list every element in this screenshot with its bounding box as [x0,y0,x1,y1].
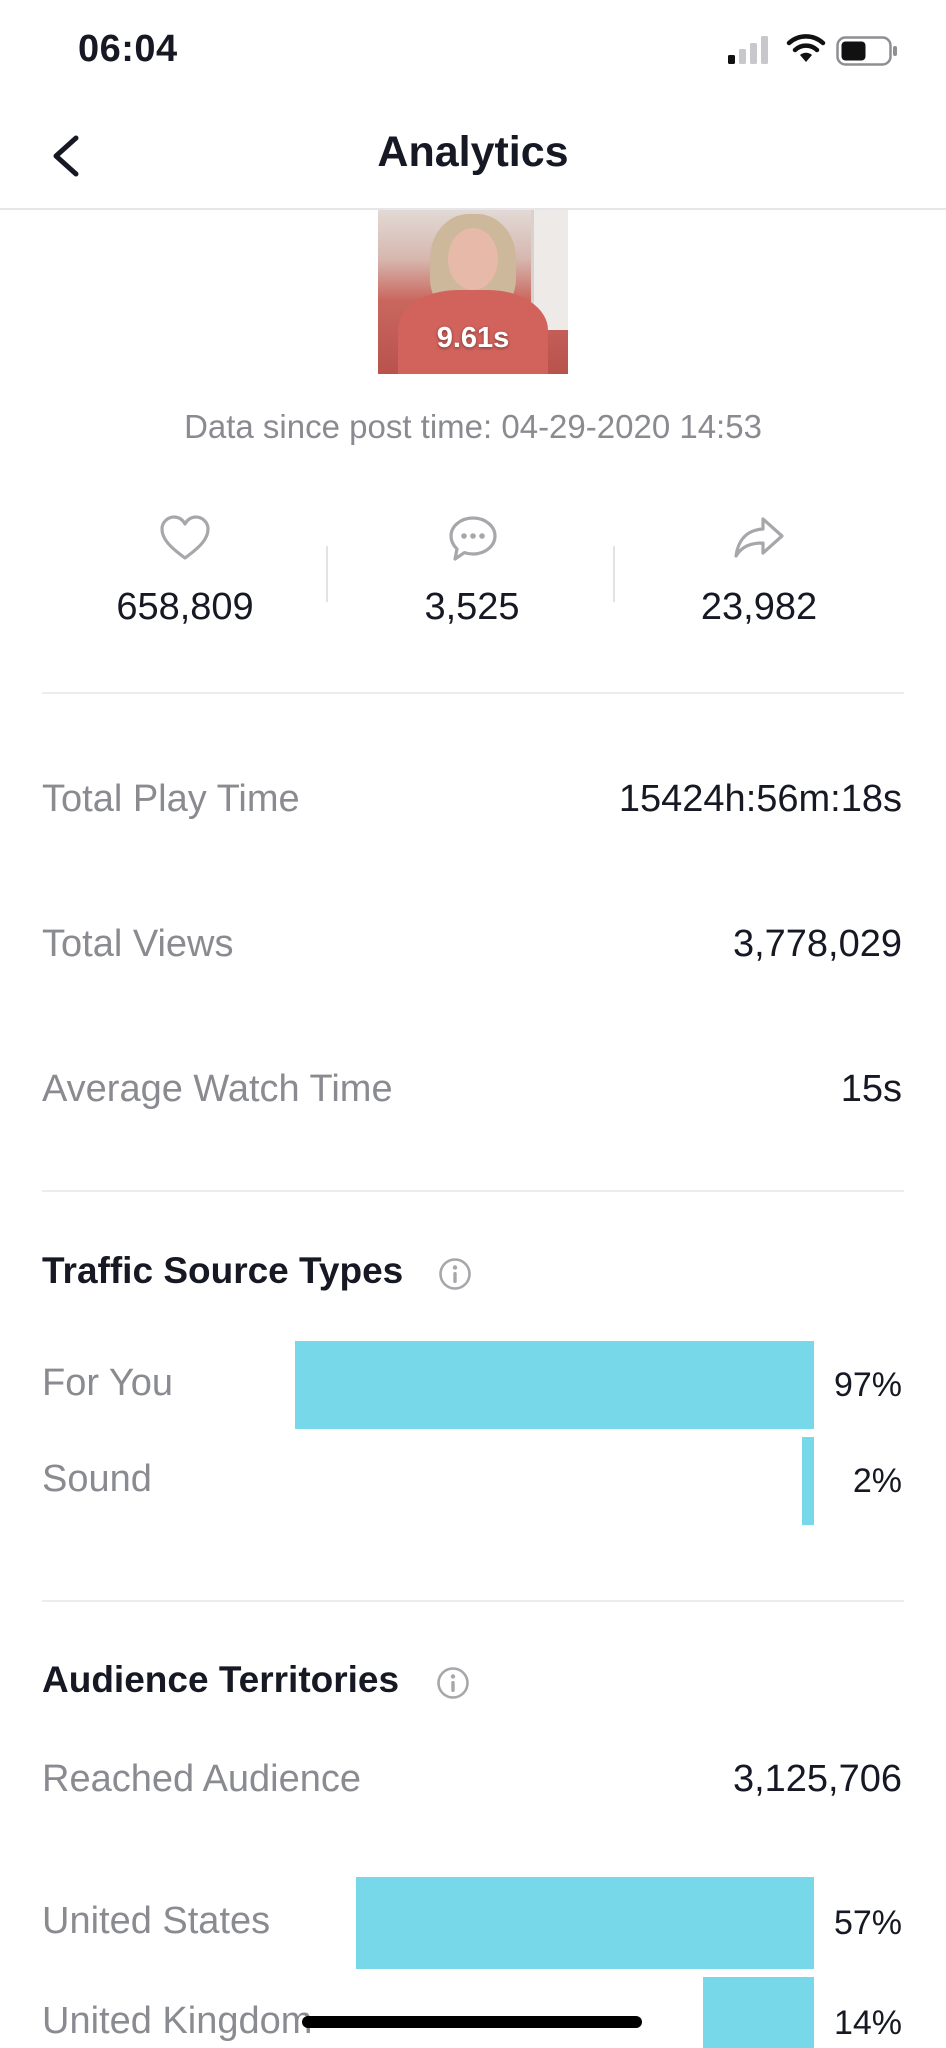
metric-label: Average Watch Time [42,1068,393,1110]
traffic-source-percent: 2% [852,1462,902,1500]
metric-value: 3,778,029 [732,923,902,965]
video-thumbnail[interactable]: 9.61s [378,210,568,374]
territory-percent: 57% [833,1904,902,1942]
battery-icon [836,36,897,66]
shares-count: 23,982 [700,586,818,628]
page-title: Analytics [377,128,569,176]
metric-label: Total Views [42,923,234,965]
territory-label: United Kingdom [42,2000,313,2042]
likes-count: 658,809 [116,586,254,628]
metric-value: 15424h:56m:18s [618,778,902,820]
status-time: 06:04 [78,28,178,70]
heart-icon [160,515,210,560]
traffic-source-bar [295,1341,814,1429]
wifi-icon [786,34,826,62]
back-icon[interactable] [48,134,82,178]
traffic-source-bar [802,1437,814,1525]
reached-audience-value: 3,125,706 [732,1758,902,1800]
traffic-source-label: Sound [42,1458,152,1500]
metric-label: Total Play Time [42,778,300,820]
stat-divider [613,546,615,602]
home-indicator[interactable] [302,2016,642,2028]
territory-label: United States [42,1900,271,1942]
video-duration: 9.61s [436,322,510,354]
metric-value: 15s [840,1068,902,1110]
traffic-source-percent: 97% [833,1366,902,1404]
signal-icon [728,36,768,64]
reached-audience-label: Reached Audience [42,1758,362,1800]
comments-count: 3,525 [424,586,520,628]
info-icon[interactable] [436,1666,470,1700]
section-divider [42,1600,904,1602]
share-icon [734,517,784,558]
audience-section-title: Audience Territories [42,1659,400,1700]
info-icon[interactable] [438,1257,472,1291]
stat-divider [326,546,328,602]
section-divider [42,1190,904,1192]
data-since-text: Data since post time: 04-29-2020 14:53 [184,408,762,445]
traffic-source-label: For You [42,1362,173,1404]
section-divider [42,692,904,694]
territory-bar [356,1877,814,1969]
nav-divider [0,208,946,210]
traffic-section-title: Traffic Source Types [42,1250,404,1291]
territory-percent: 14% [833,2004,902,2042]
comment-icon [449,516,497,561]
territory-bar [703,1977,814,2048]
